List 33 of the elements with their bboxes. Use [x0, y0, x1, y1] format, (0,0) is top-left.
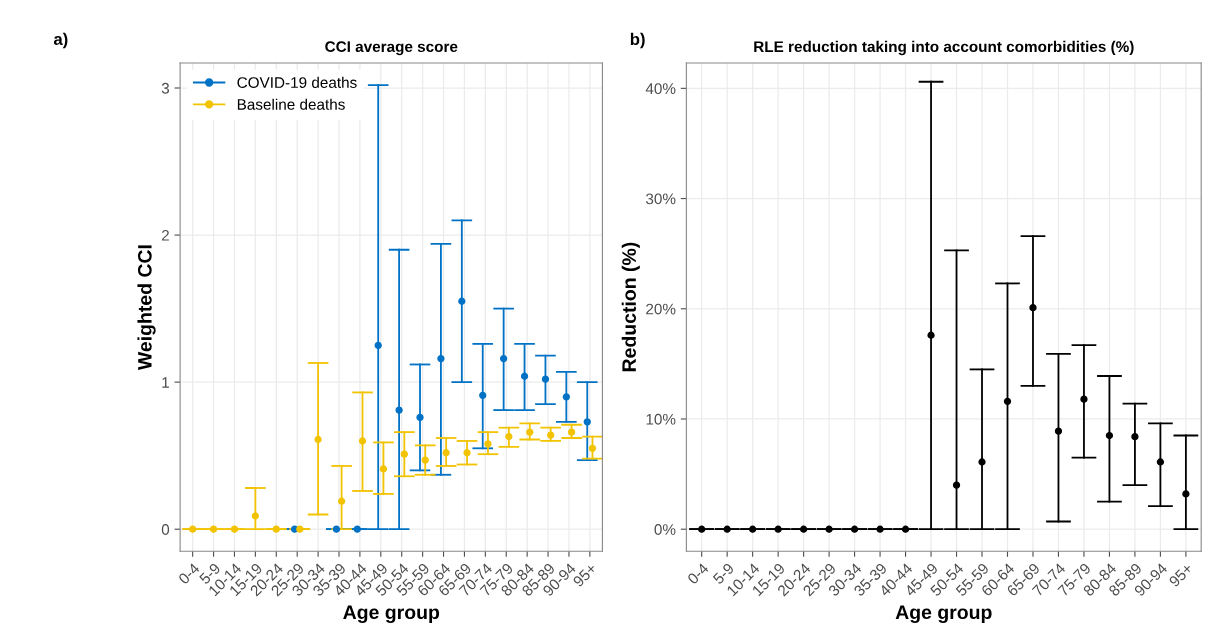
chart-title: CCI average score: [325, 41, 458, 56]
point: [927, 331, 935, 339]
legend-label: Baseline deaths: [237, 98, 345, 110]
y-tick-label: 10%: [646, 413, 676, 425]
y-tick-label: 3: [161, 82, 170, 94]
point: [1156, 458, 1165, 466]
text: a): [53, 32, 68, 49]
point: [952, 481, 961, 489]
point: [1105, 431, 1114, 440]
legend-label: COVID-19 deaths: [237, 76, 357, 88]
y-tick-label: 20%: [646, 303, 676, 315]
y-axis-title: Reduction (%): [621, 242, 640, 372]
x-tick-label: 95+: [1168, 562, 1194, 588]
point: [1003, 397, 1012, 405]
point: [1080, 395, 1088, 403]
point: [1182, 490, 1190, 498]
point: [1131, 432, 1139, 441]
x-tick-label: 95+: [572, 562, 598, 588]
y-tick-label: 0: [161, 524, 170, 535]
text: b): [630, 32, 645, 49]
x-axis-title: Age group: [343, 605, 440, 624]
y-tick-label: 1: [162, 377, 169, 388]
point: [1029, 304, 1037, 312]
y-tick-label: 0%: [654, 524, 676, 535]
point: [978, 458, 986, 466]
y-axis-title: Weighted CCI: [137, 245, 156, 371]
x-tick-label: 0-4: [686, 562, 710, 585]
point: [1054, 427, 1063, 435]
y-tick-label: 40%: [645, 83, 676, 95]
y-tick-label: 30%: [645, 193, 676, 205]
x-axis-title: Age group: [895, 605, 992, 624]
y-tick-label: 2: [161, 229, 169, 241]
chart-title: RLE reduction taking into account comorbidities (%): [754, 40, 1134, 56]
